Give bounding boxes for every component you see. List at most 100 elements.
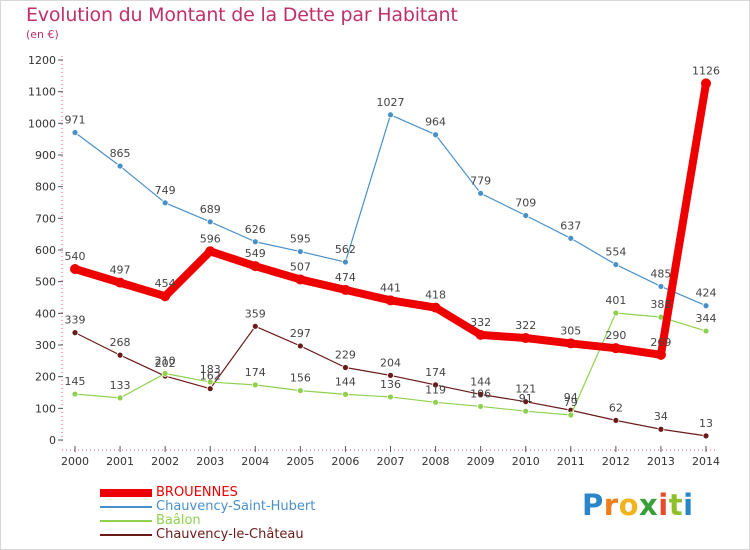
data-point <box>655 349 666 360</box>
data-label: 709 <box>515 196 536 209</box>
data-label: 1126 <box>692 64 720 77</box>
data-label: 268 <box>110 336 131 349</box>
logo-letter: i <box>683 488 694 522</box>
data-point <box>567 234 575 242</box>
x-tick-label: 2010 <box>512 455 540 468</box>
x-tick-label: 2007 <box>377 455 405 468</box>
data-point <box>116 162 124 170</box>
data-label: 964 <box>425 116 446 129</box>
data-point <box>206 378 214 386</box>
series-layer <box>70 78 711 440</box>
data-point <box>251 238 259 246</box>
data-point <box>520 333 531 344</box>
data-label: 156 <box>290 372 311 385</box>
logo-letter: t <box>668 488 684 522</box>
data-label: 540 <box>65 250 86 263</box>
data-label: 13 <box>699 417 713 430</box>
data-point <box>251 322 259 330</box>
data-point <box>385 295 396 306</box>
data-label: 305 <box>560 324 581 337</box>
data-point <box>70 264 80 274</box>
y-tick-label: 0 <box>49 434 56 447</box>
data-label: 971 <box>65 114 86 127</box>
data-label: 689 <box>200 203 221 216</box>
y-tick-label: 1100 <box>28 86 56 99</box>
data-point <box>701 78 711 89</box>
data-point <box>206 385 214 393</box>
data-point <box>71 329 79 337</box>
data-point <box>657 425 665 433</box>
data-label: 210 <box>155 355 176 368</box>
data-label: 454 <box>155 277 176 290</box>
data-label: 144 <box>335 375 356 388</box>
logo-letter: P <box>582 488 604 522</box>
data-point <box>610 343 621 354</box>
x-tick-label: 2002 <box>151 455 179 468</box>
data-label: 229 <box>335 348 356 361</box>
x-tick-label: 2006 <box>331 455 359 468</box>
data-point <box>387 393 394 401</box>
data-point <box>295 274 306 285</box>
y-tick-label: 800 <box>35 181 56 194</box>
data-label: 119 <box>425 383 446 396</box>
data-label: 202 <box>155 357 176 370</box>
data-label: 359 <box>245 307 266 320</box>
data-point <box>522 407 530 415</box>
data-point <box>342 364 349 371</box>
proxiti-logo: Proxiti <box>582 488 694 522</box>
data-label: 595 <box>290 233 311 246</box>
data-point <box>657 283 665 290</box>
data-point <box>340 284 351 295</box>
data-point <box>296 342 304 350</box>
data-label: 1027 <box>377 96 405 109</box>
legend-label: BROUENNES <box>156 485 238 500</box>
data-point <box>250 261 261 272</box>
y-tick-label: 100 <box>35 402 56 415</box>
data-point <box>115 277 126 288</box>
data-label: 562 <box>335 243 356 256</box>
y-tick-label: 1000 <box>28 117 56 130</box>
legend-swatch <box>100 520 152 522</box>
x-tick-label: 2003 <box>196 455 224 468</box>
data-point <box>477 189 485 197</box>
legend-item: BROUENNES <box>100 485 420 500</box>
data-label: 749 <box>155 184 176 197</box>
x-tick-label: 2000 <box>61 455 89 468</box>
data-label: 332 <box>470 316 491 329</box>
chart-subtitle: (en €) <box>26 28 59 41</box>
data-point <box>206 218 214 226</box>
x-tick-label: 2013 <box>647 455 675 468</box>
data-label: 133 <box>110 379 131 392</box>
legend-label: Chauvency-le-Château <box>156 527 304 542</box>
data-label: 174 <box>245 366 266 379</box>
y-tick-label: 300 <box>35 339 56 352</box>
data-label: 418 <box>425 289 446 302</box>
data-label: 339 <box>65 314 86 327</box>
y-tick-label: 1200 <box>28 54 56 67</box>
data-label: 145 <box>65 375 86 388</box>
data-point <box>296 248 304 255</box>
data-label: 779 <box>470 174 491 187</box>
legend-label: Chauvency-Saint-Hubert <box>156 499 316 514</box>
y-tick-label: 400 <box>35 307 56 320</box>
data-point <box>432 398 439 406</box>
x-tick-label: 2012 <box>602 455 630 468</box>
data-point <box>205 246 216 257</box>
data-label: 549 <box>245 247 266 260</box>
data-point <box>475 329 486 340</box>
legend-swatch <box>100 534 152 536</box>
data-label: 424 <box>696 287 717 300</box>
y-tick-label: 900 <box>35 149 56 162</box>
data-point <box>612 416 620 424</box>
data-point <box>161 370 169 377</box>
legend-swatch <box>100 506 152 508</box>
logo-letter: x <box>639 488 659 522</box>
data-label: 554 <box>605 246 626 259</box>
data-label: 162 <box>200 370 221 383</box>
data-label: 626 <box>245 223 266 236</box>
x-tick-label: 2005 <box>286 455 314 468</box>
data-label: 174 <box>425 366 446 379</box>
data-point <box>71 129 79 136</box>
data-label: 106 <box>470 387 491 400</box>
